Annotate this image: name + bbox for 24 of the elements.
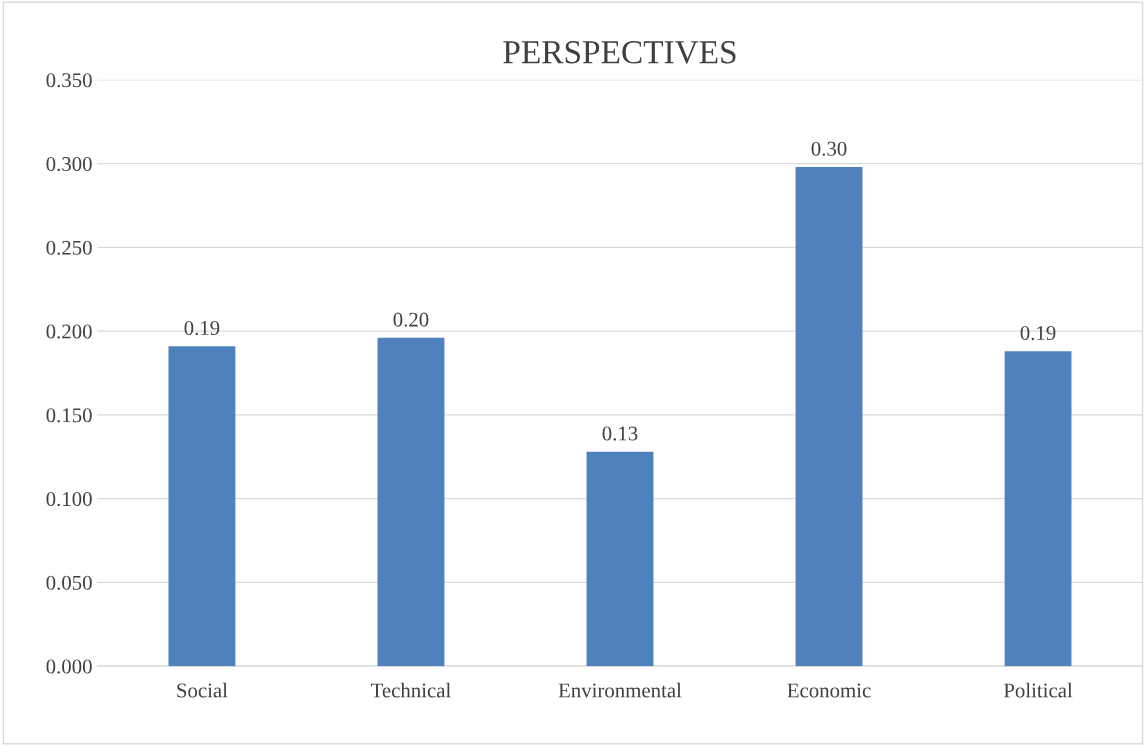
y-tick-label: 0.250 [46, 240, 92, 255]
x-tick-label: Economic [787, 683, 871, 698]
chart-title: PERSPECTIVES [503, 41, 736, 64]
data-label: 0.20 [393, 312, 429, 327]
bar [795, 166, 863, 667]
data-label: 0.19 [184, 320, 220, 336]
y-tick-label: 0.000 [46, 659, 92, 674]
y-tick-label: 0.150 [46, 408, 92, 423]
x-tick-label: Social [177, 682, 228, 698]
bar [586, 451, 654, 667]
bar [377, 337, 445, 667]
x-tick-label: Technical [371, 682, 451, 698]
y-tick-label: 0.050 [46, 575, 92, 590]
bar [1004, 351, 1072, 667]
y-tick-label: 0.350 [46, 73, 92, 88]
x-tick-label: Political [1003, 682, 1073, 698]
data-label: 0.19 [1020, 325, 1056, 341]
x-tick-label: Environmental [558, 682, 682, 698]
y-tick-label: 0.300 [46, 156, 92, 172]
data-label: 0.13 [602, 426, 638, 441]
bar [168, 346, 236, 667]
y-tick-label: 0.200 [46, 324, 92, 339]
y-tick-label: 0.100 [46, 492, 92, 507]
data-label: 0.30 [811, 141, 847, 156]
